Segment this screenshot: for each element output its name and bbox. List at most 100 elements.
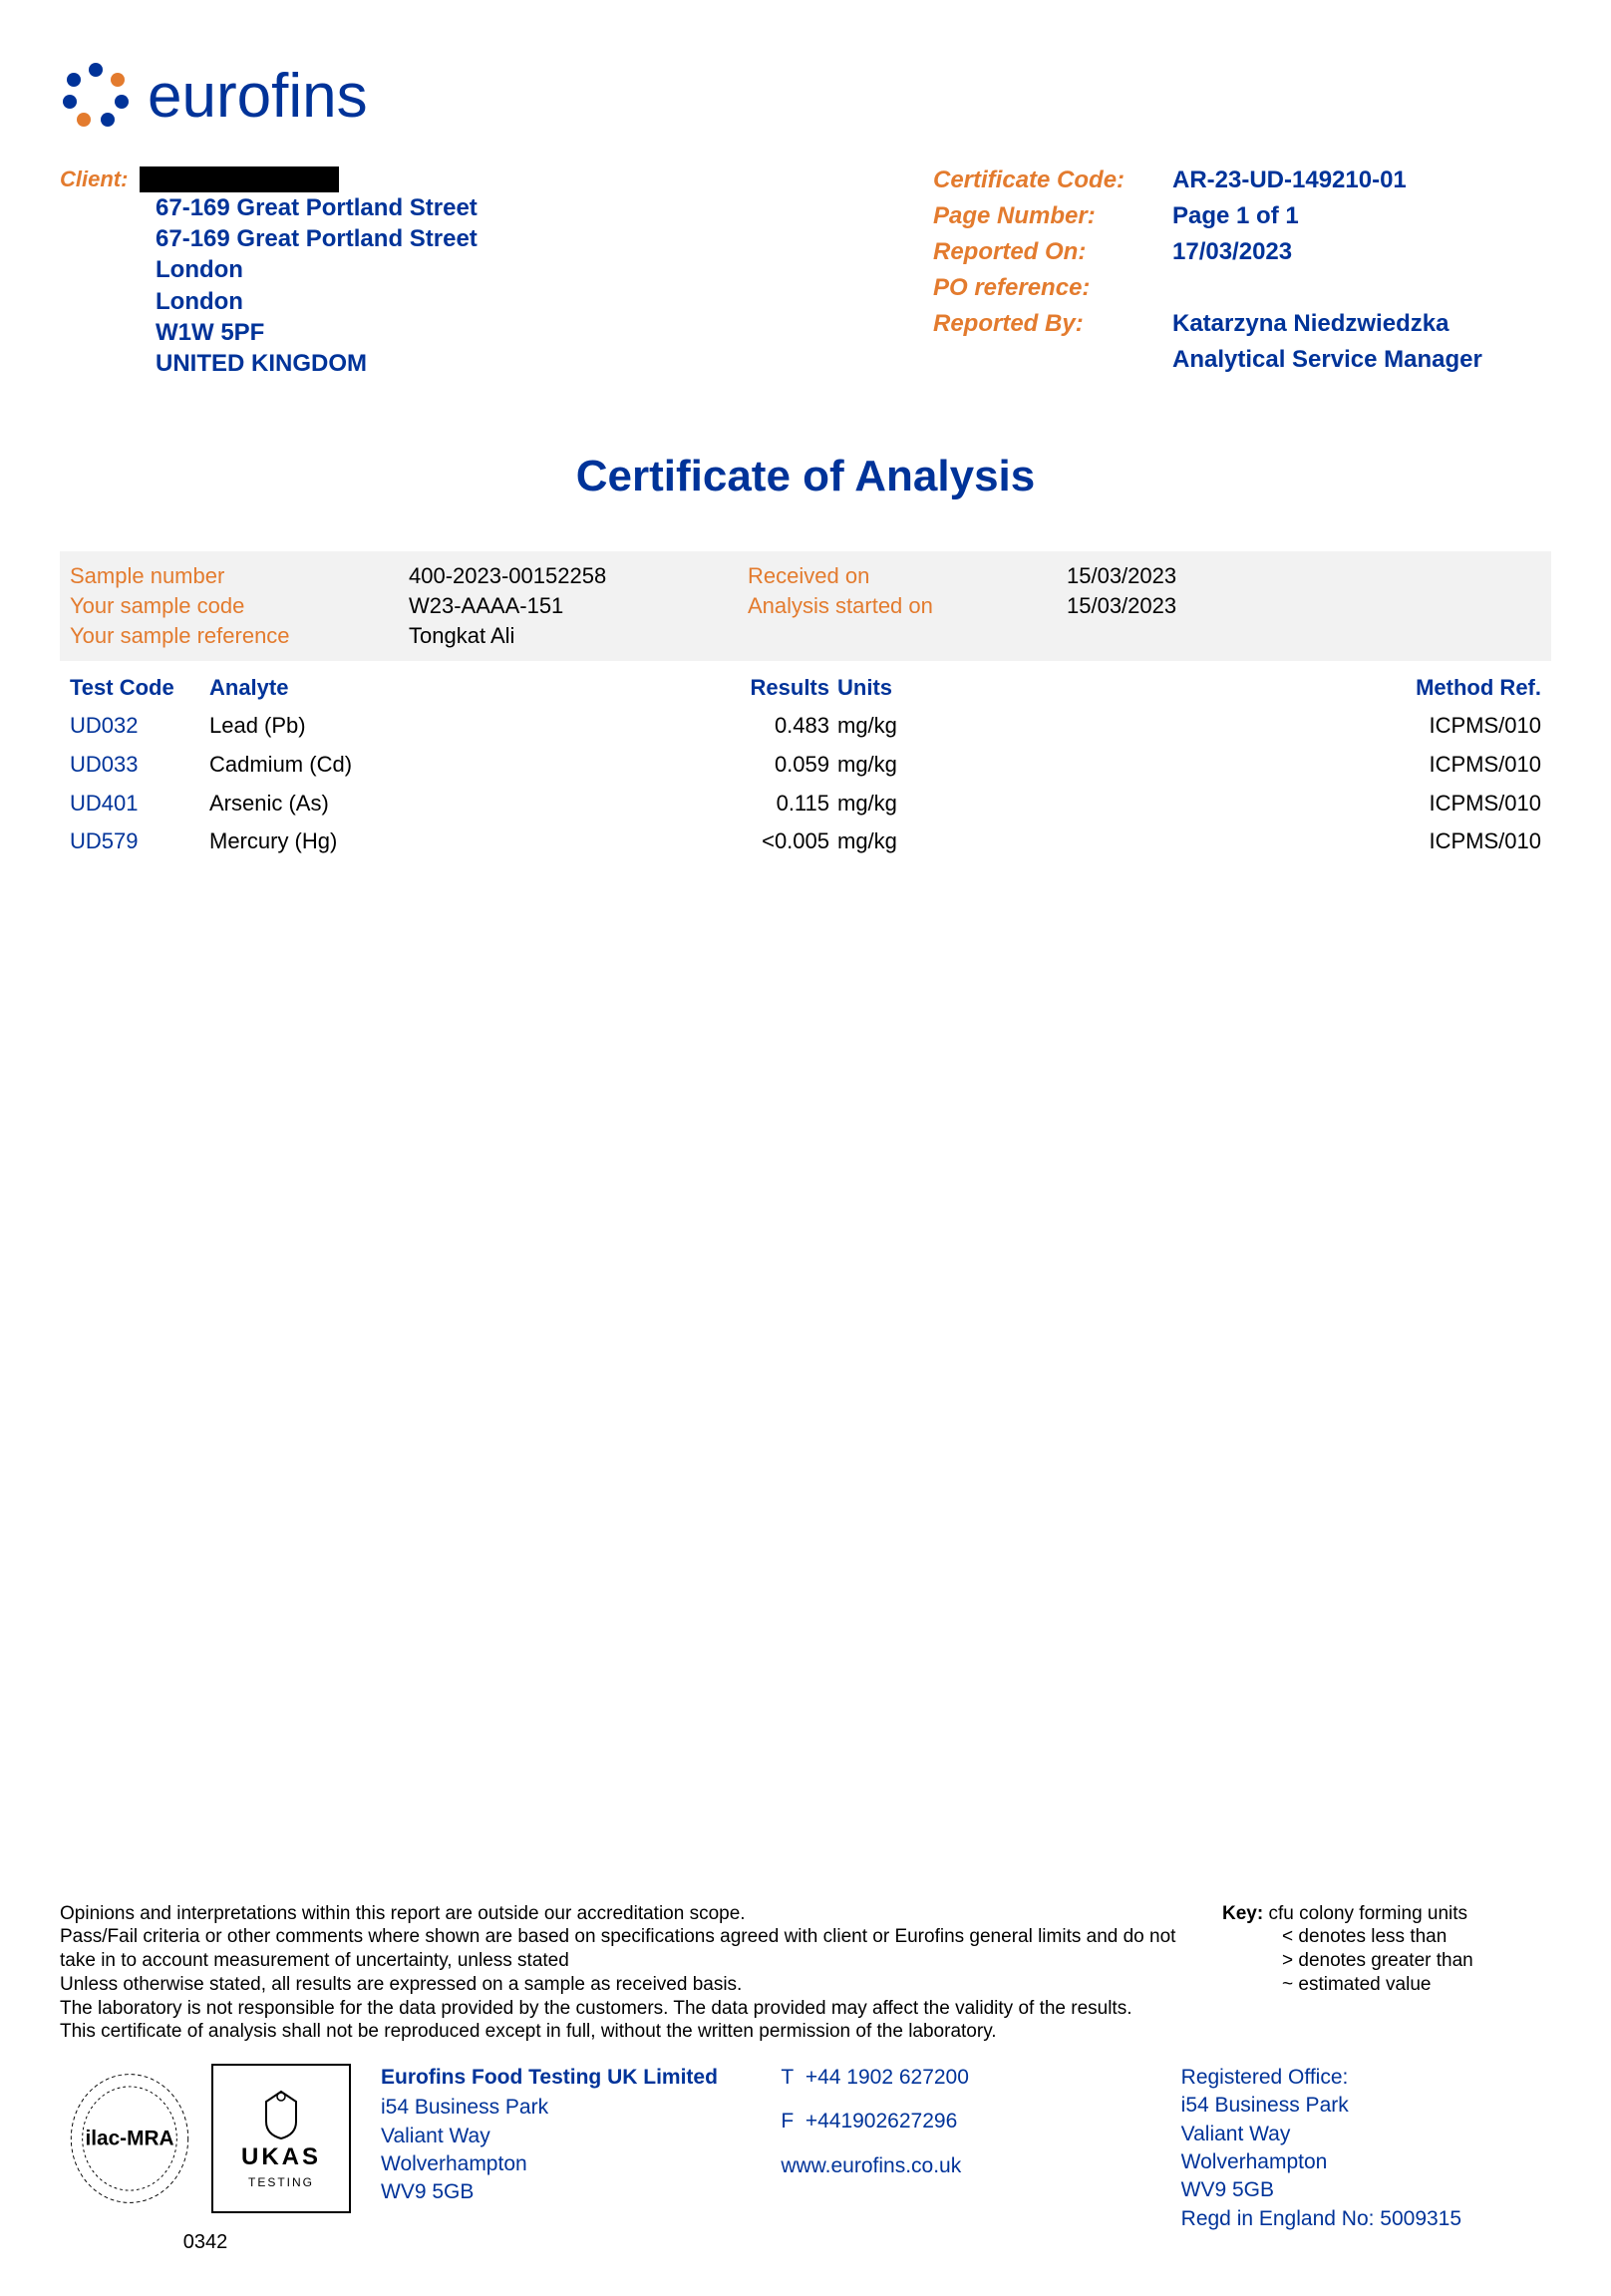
result-units: mg/kg <box>837 750 1156 781</box>
test-code: UD033 <box>70 750 209 781</box>
fax-label: F <box>781 2110 794 2132</box>
tel-label: T <box>781 2066 794 2089</box>
ukas-sub: TESTING <box>248 2174 314 2190</box>
test-code: UD401 <box>70 789 209 820</box>
po-ref-label: PO reference: <box>933 274 1172 302</box>
cert-code-label: Certificate Code: <box>933 166 1172 194</box>
result-value: <0.005 <box>688 826 837 857</box>
sample-number-label: Sample number <box>70 563 409 589</box>
result-value: 0.059 <box>688 750 837 781</box>
addr-line: 67-169 Great Portland Street <box>156 192 933 223</box>
ukas-text: UKAS <box>241 2141 321 2173</box>
sample-number: 400-2023-00152258 <box>409 563 748 589</box>
reported-by-name: Katarzyna Niedzwiedzka <box>1172 310 1449 338</box>
registered-office: Registered Office: i54 Business Park Val… <box>1181 2064 1551 2256</box>
disclaimer-line: Opinions and interpretations within this… <box>60 1902 1202 1926</box>
reported-on-label: Reported On: <box>933 238 1172 266</box>
analyte: Cadmium (Cd) <box>209 750 688 781</box>
disclaimer-line: This certificate of analysis shall not b… <box>60 2020 1202 2044</box>
sample-code-label: Your sample code <box>70 593 409 619</box>
reported-by-title: Analytical Service Manager <box>1172 346 1482 374</box>
analysis-started: 15/03/2023 <box>1067 593 1366 619</box>
disclaimer-line: Pass/Fail criteria or other comments whe… <box>60 1925 1202 1973</box>
sample-ref-label: Your sample reference <box>70 623 409 649</box>
col-analyte: Analyte <box>209 675 688 701</box>
reported-by-label: Reported By: <box>933 310 1172 338</box>
analyte: Lead (Pb) <box>209 711 688 742</box>
sample-code: W23-AAAA-151 <box>409 593 748 619</box>
col-method: Method Ref. <box>1156 675 1541 701</box>
ukas-icon: UKAS TESTING <box>211 2064 351 2213</box>
sample-info: Sample number 400-2023-00152258 Received… <box>60 551 1551 661</box>
results-row: UD033Cadmium (Cd)0.059mg/kgICPMS/010 <box>60 746 1551 785</box>
method-ref: ICPMS/010 <box>1156 789 1541 820</box>
registered-addr-line: WV9 5GB <box>1181 2176 1551 2204</box>
tel: +44 1902 627200 <box>806 2066 969 2089</box>
addr-line: 67-169 Great Portland Street <box>156 223 933 254</box>
col-units: Units <box>837 675 1156 701</box>
disclaimer-line: The laboratory is not responsible for th… <box>60 1997 1202 2021</box>
key-item: > denotes greater than <box>1222 1949 1551 1973</box>
sample-ref: Tongkat Ali <box>409 623 748 649</box>
test-code: UD032 <box>70 711 209 742</box>
addr-line: London <box>156 254 933 285</box>
analysis-started-label: Analysis started on <box>748 593 1067 619</box>
registered-addr-line: Wolverhampton <box>1181 2148 1551 2176</box>
results-row: UD032Lead (Pb)0.483mg/kgICPMS/010 <box>60 707 1551 746</box>
results-row: UD579Mercury (Hg)<0.005mg/kgICPMS/010 <box>60 822 1551 861</box>
result-units: mg/kg <box>837 711 1156 742</box>
analyte: Mercury (Hg) <box>209 826 688 857</box>
company-contact: T +44 1902 627200 F +441902627296 www.eu… <box>781 2064 1150 2256</box>
client-name-redacted <box>140 166 339 192</box>
test-code: UD579 <box>70 826 209 857</box>
company-address: Eurofins Food Testing UK Limited i54 Bus… <box>381 2064 751 2256</box>
ukas-number: 0342 <box>183 2229 228 2256</box>
results-table: Test Code Analyte Results Units Method R… <box>60 669 1551 861</box>
registered-addr-line: Valiant Way <box>1181 2121 1551 2148</box>
company-addr-line: WV9 5GB <box>381 2178 751 2206</box>
page-number-label: Page Number: <box>933 202 1172 230</box>
registered-addr-line: i54 Business Park <box>1181 2092 1551 2120</box>
key-item: ~ estimated value <box>1222 1973 1551 1997</box>
logo: eurofins <box>60 60 1551 137</box>
result-units: mg/kg <box>837 789 1156 820</box>
cert-code: AR-23-UD-149210-01 <box>1172 166 1407 194</box>
registered-number: Regd in England No: 5009315 <box>1181 2205 1551 2233</box>
website-link[interactable]: www.eurofins.co.uk <box>781 2152 1150 2180</box>
received-on: 15/03/2023 <box>1067 563 1366 589</box>
certificate-block: Certificate Code: AR-23-UD-149210-01 Pag… <box>933 166 1551 382</box>
method-ref: ICPMS/010 <box>1156 826 1541 857</box>
accreditation-logos: ilac-MRA UKAS TESTING 0342 <box>60 2064 351 2256</box>
document-title: Certificate of Analysis <box>60 452 1551 501</box>
logo-text: eurofins <box>148 61 368 132</box>
client-block: Client: 67-169 Great Portland Street 67-… <box>60 166 933 382</box>
company-addr-line: i54 Business Park <box>381 2094 751 2122</box>
analyte: Arsenic (As) <box>209 789 688 820</box>
addr-line: UNITED KINGDOM <box>156 348 933 379</box>
addr-line: W1W 5PF <box>156 317 933 348</box>
col-test-code: Test Code <box>70 675 209 701</box>
disclaimer: Opinions and interpretations within this… <box>60 1902 1551 2045</box>
ilac-mra-icon: ilac-MRA <box>60 2064 199 2213</box>
col-results: Results <box>688 675 837 701</box>
result-value: 0.483 <box>688 711 837 742</box>
disclaimer-text: Opinions and interpretations within this… <box>60 1902 1222 2045</box>
fax: +441902627296 <box>806 2110 957 2132</box>
received-on-label: Received on <box>748 563 1067 589</box>
key-item: < denotes less than <box>1222 1925 1551 1949</box>
eurofins-dots-icon <box>60 60 132 132</box>
company-name: Eurofins Food Testing UK Limited <box>381 2064 751 2092</box>
svg-text:ilac-MRA: ilac-MRA <box>85 2128 173 2150</box>
company-addr-line: Valiant Way <box>381 2123 751 2150</box>
addr-line: London <box>156 286 933 317</box>
disclaimer-line: Unless otherwise stated, all results are… <box>60 1973 1202 1997</box>
company-addr-line: Wolverhampton <box>381 2150 751 2178</box>
key-item: cfu colony forming units <box>1268 1903 1467 1924</box>
client-label: Client: <box>60 166 128 192</box>
results-header-row: Test Code Analyte Results Units Method R… <box>60 669 1551 707</box>
result-units: mg/kg <box>837 826 1156 857</box>
result-value: 0.115 <box>688 789 837 820</box>
reported-on: 17/03/2023 <box>1172 238 1292 266</box>
key-label: Key: <box>1222 1903 1263 1924</box>
registered-label: Registered Office: <box>1181 2064 1551 2092</box>
